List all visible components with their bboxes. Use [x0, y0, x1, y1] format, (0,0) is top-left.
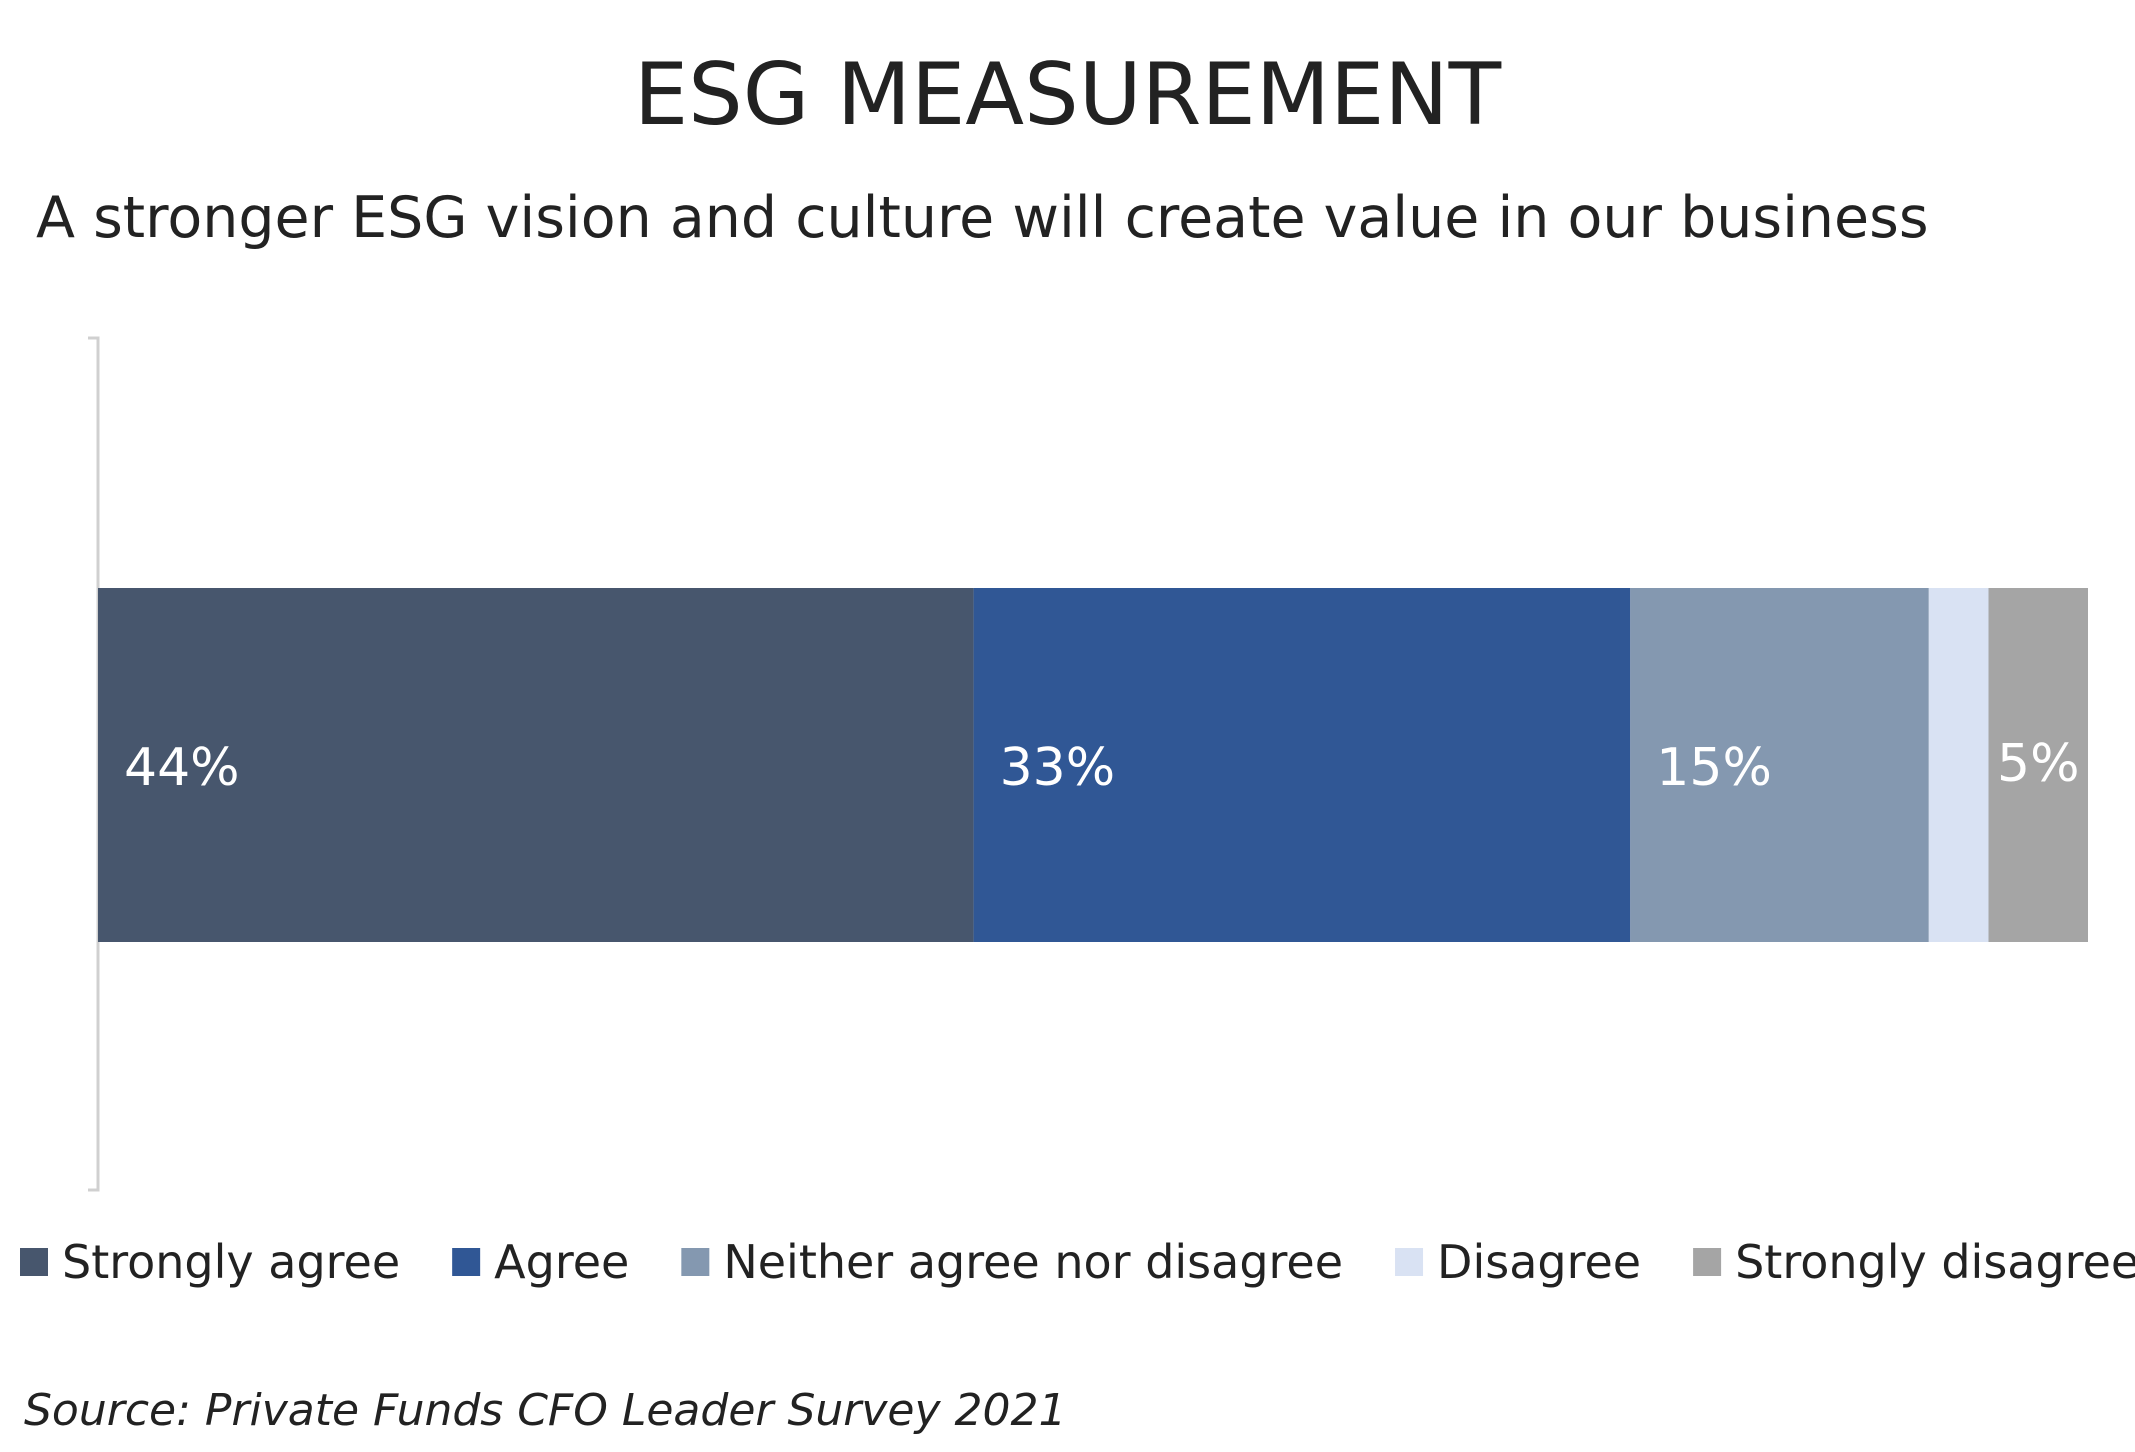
legend-item-strongly-agree: Strongly agree: [20, 1235, 400, 1289]
legend-label: Strongly agree: [62, 1235, 400, 1289]
legend-label: Neither agree nor disagree: [723, 1235, 1343, 1289]
legend-item-neither-agree-nor-disagree: Neither agree nor disagree: [681, 1235, 1343, 1289]
legend-item-agree: Agree: [452, 1235, 629, 1289]
source-note: Source: Private Funds CFO Leader Survey …: [24, 1385, 1067, 1436]
legend-label: Strongly disagree: [1735, 1235, 2135, 1289]
bar-segment-strongly-disagree: [1988, 588, 2088, 942]
legend-swatch: [681, 1248, 710, 1276]
data-label: 5%: [1997, 734, 2080, 794]
legend-swatch: [1693, 1248, 1722, 1276]
legend-swatch: [1395, 1248, 1424, 1276]
legend-swatch: [452, 1248, 481, 1276]
chart-title: ESG MEASUREMENT: [633, 45, 1502, 145]
data-label: 15%: [1656, 738, 1772, 798]
bar-segment-agree: [973, 588, 1631, 942]
category-axis-line: [88, 336, 100, 1192]
legend-item-disagree: Disagree: [1395, 1235, 1641, 1289]
data-label: 33%: [1000, 738, 1116, 798]
bar-segment-strongly-agree: [98, 588, 974, 942]
legend-label: Agree: [494, 1235, 629, 1289]
legend-label: Disagree: [1437, 1235, 1641, 1289]
bar-segment-neither-agree-nor-disagree: [1630, 588, 1929, 942]
bar-segment-disagree: [1928, 588, 1989, 942]
chart-subtitle: A stronger ESG vision and culture will c…: [36, 185, 1929, 251]
legend-item-strongly-disagree: Strongly disagree: [1693, 1235, 2135, 1289]
legend-swatch: [20, 1248, 48, 1276]
data-label: 44%: [124, 738, 240, 798]
